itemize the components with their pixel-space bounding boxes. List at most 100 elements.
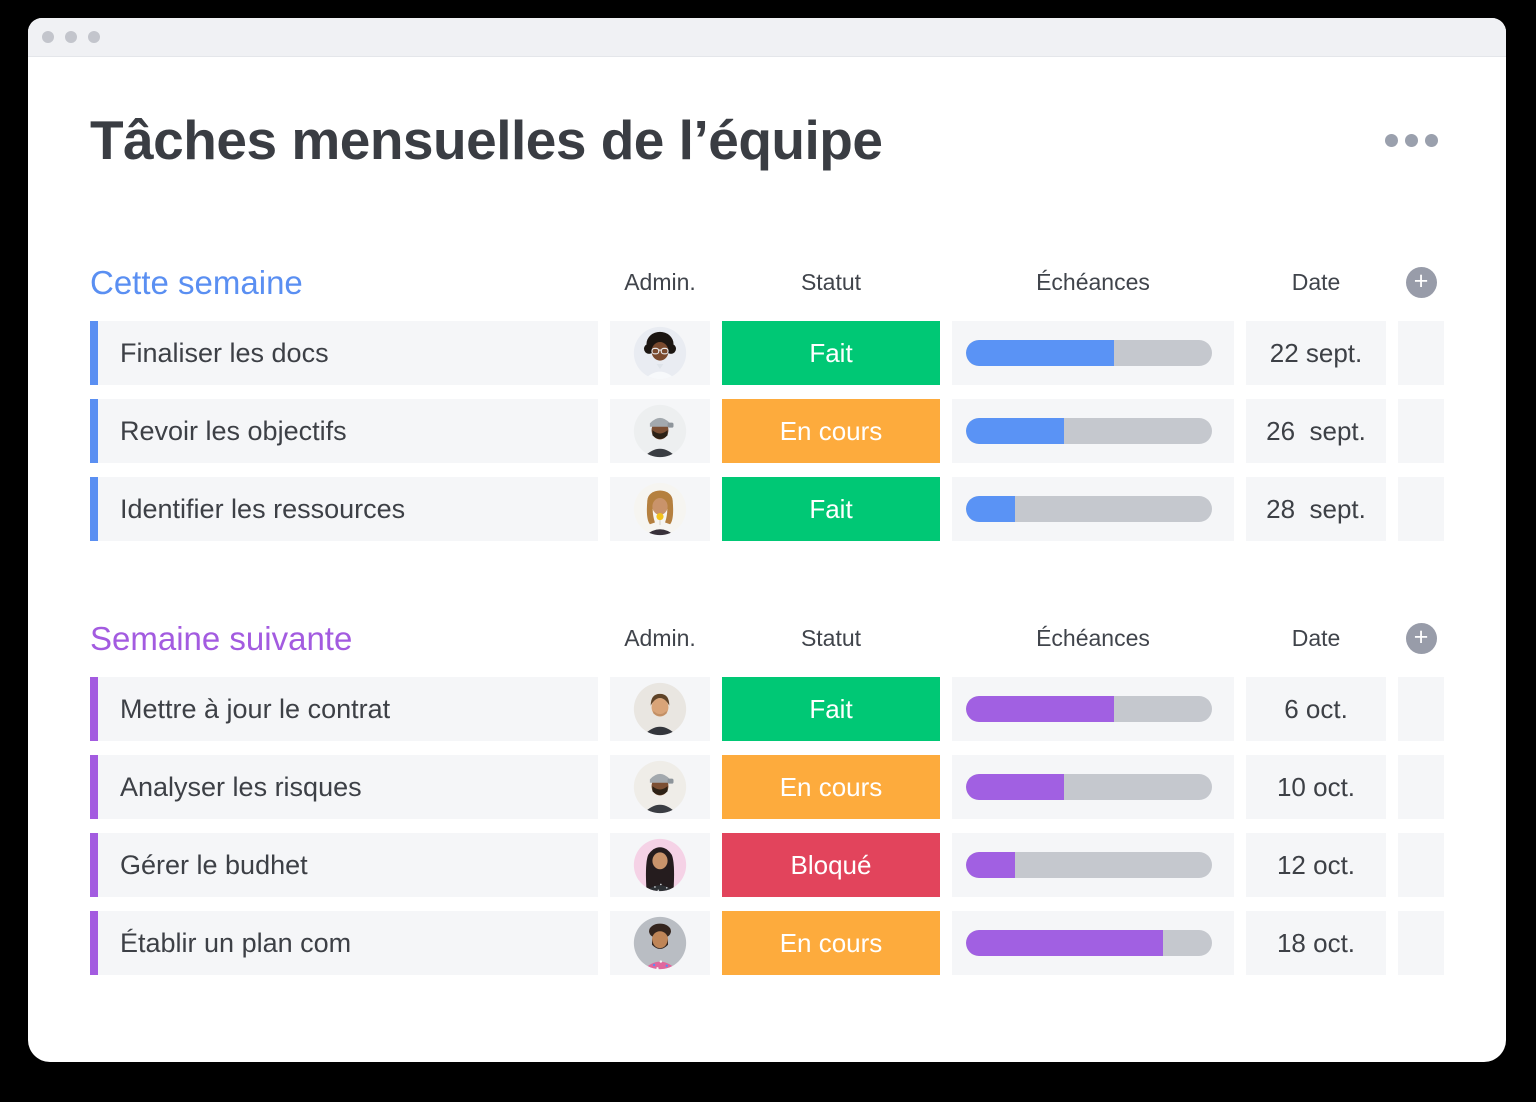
group-accent-bar xyxy=(90,677,98,741)
window-close-button[interactable] xyxy=(42,31,54,43)
due-cell[interactable] xyxy=(952,399,1234,463)
date-cell[interactable]: 12 oct. xyxy=(1246,833,1386,897)
table-row: Analyser les risques En cours 10 oct. xyxy=(90,755,1444,819)
board-header: Tâches mensuelles de l’équipe xyxy=(90,107,1444,173)
progress-fill xyxy=(966,340,1114,366)
add-column-cell xyxy=(1398,399,1444,463)
date-cell[interactable]: 22 sept. xyxy=(1246,321,1386,385)
task-name: Analyser les risques xyxy=(120,771,362,802)
progress-track xyxy=(966,774,1212,800)
group-accent-bar xyxy=(90,477,98,541)
task-cell[interactable]: Mettre à jour le contrat xyxy=(90,677,598,741)
date-cell[interactable]: 26 sept. xyxy=(1246,399,1386,463)
ellipsis-menu-icon[interactable] xyxy=(1379,128,1444,153)
table-row: Revoir les objectifs En cours 26 sept xyxy=(90,399,1444,463)
column-header-admin: Admin. xyxy=(624,268,696,295)
date-value: 28 sept. xyxy=(1266,493,1366,524)
task-name: Gérer le budhet xyxy=(120,849,308,880)
progress-fill xyxy=(966,696,1114,722)
group-next-week: Semaine suivante Admin. Statut Échéances… xyxy=(90,613,1444,975)
add-column-button[interactable]: + xyxy=(1405,266,1437,298)
add-column-cell xyxy=(1398,321,1444,385)
date-cell[interactable]: 10 oct. xyxy=(1246,755,1386,819)
due-cell[interactable] xyxy=(952,833,1234,897)
task-cell[interactable]: Finaliser les docs xyxy=(90,321,598,385)
status-cell[interactable]: En cours xyxy=(722,399,940,463)
task-cell[interactable]: Établir un plan com xyxy=(90,911,598,975)
progress-fill xyxy=(966,418,1065,444)
add-column-cell xyxy=(1398,755,1444,819)
group-accent-bar xyxy=(90,833,98,897)
add-column-cell xyxy=(1398,833,1444,897)
status-cell[interactable]: Fait xyxy=(722,677,940,741)
avatar-man-backwards-cap-beard xyxy=(633,404,687,458)
status-cell[interactable]: En cours xyxy=(722,911,940,975)
task-cell[interactable]: Gérer le budhet xyxy=(90,833,598,897)
status-cell[interactable]: Bloqué xyxy=(722,833,940,897)
progress-track xyxy=(966,852,1212,878)
date-cell[interactable]: 6 oct. xyxy=(1246,677,1386,741)
table-row: Gérer le budhet Bloqué 12 oct. xyxy=(90,833,1444,897)
column-header-admin: Admin. xyxy=(624,624,696,651)
date-value: 6 oct. xyxy=(1284,693,1348,724)
date-value: 22 sept. xyxy=(1269,337,1363,368)
due-cell[interactable] xyxy=(952,677,1234,741)
task-cell[interactable]: Analyser les risques xyxy=(90,755,598,819)
status-cell[interactable]: En cours xyxy=(722,755,940,819)
status-label: Bloqué xyxy=(790,849,872,880)
group-title[interactable]: Cette semaine xyxy=(90,263,303,301)
group-accent-bar xyxy=(90,321,98,385)
group-header: Semaine suivante Admin. Statut Échéances… xyxy=(90,613,1444,663)
task-cell[interactable]: Revoir les objectifs xyxy=(90,399,598,463)
date-value: 26 sept. xyxy=(1266,415,1366,446)
task-cell[interactable]: Identifier les ressources xyxy=(90,477,598,541)
date-value: 12 oct. xyxy=(1276,849,1356,880)
task-name: Établir un plan com xyxy=(120,927,352,958)
add-column-button[interactable]: + xyxy=(1405,622,1437,654)
admin-cell[interactable] xyxy=(610,477,710,541)
avatar-man-curly-hair-floral-shirt xyxy=(633,916,687,970)
date-cell[interactable]: 28 sept. xyxy=(1246,477,1386,541)
column-header-status: Statut xyxy=(800,624,862,651)
page-title: Tâches mensuelles de l’équipe xyxy=(90,109,883,171)
admin-cell[interactable] xyxy=(610,399,710,463)
table-row: Mettre à jour le contrat Fait 6 oct. xyxy=(90,677,1444,741)
status-label: Fait xyxy=(809,493,853,524)
progress-fill xyxy=(966,930,1163,956)
status-cell[interactable]: Fait xyxy=(722,321,940,385)
progress-fill xyxy=(966,496,1016,522)
due-cell[interactable] xyxy=(952,755,1234,819)
progress-fill xyxy=(966,774,1065,800)
window-minimize-button[interactable] xyxy=(65,31,77,43)
progress-track xyxy=(966,930,1212,956)
window-titlebar xyxy=(28,18,1506,57)
date-cell[interactable]: 18 oct. xyxy=(1246,911,1386,975)
group-title[interactable]: Semaine suivante xyxy=(90,619,353,657)
board-content: Tâches mensuelles de l’équipe Cette sema… xyxy=(28,107,1506,975)
admin-cell[interactable] xyxy=(610,677,710,741)
table-row: Finaliser les docs Fait 22 sept. xyxy=(90,321,1444,385)
task-name: Revoir les objectifs xyxy=(120,415,347,446)
group-this-week: Cette semaine Admin. Statut Échéances Da… xyxy=(90,257,1444,541)
window-maximize-button[interactable] xyxy=(88,31,100,43)
admin-cell[interactable] xyxy=(610,755,710,819)
status-cell[interactable]: Fait xyxy=(722,477,940,541)
due-cell[interactable] xyxy=(952,911,1234,975)
table-row: Établir un plan com En cours 18 oct. xyxy=(90,911,1444,975)
group-header: Cette semaine Admin. Statut Échéances Da… xyxy=(90,257,1444,307)
table-row: Identifier les ressources Fait 28 sep xyxy=(90,477,1444,541)
admin-cell[interactable] xyxy=(610,911,710,975)
due-cell[interactable] xyxy=(952,477,1234,541)
due-cell[interactable] xyxy=(952,321,1234,385)
status-label: En cours xyxy=(779,415,883,446)
column-header-date: Date xyxy=(1291,268,1341,295)
status-label: En cours xyxy=(779,927,883,958)
column-header-due: Échéances xyxy=(1036,268,1150,295)
column-header-date: Date xyxy=(1291,624,1341,651)
admin-cell[interactable] xyxy=(610,833,710,897)
task-name: Finaliser les docs xyxy=(120,337,329,368)
progress-track xyxy=(966,696,1212,722)
task-name: Identifier les ressources xyxy=(120,493,406,524)
add-column-cell xyxy=(1398,911,1444,975)
admin-cell[interactable] xyxy=(610,321,710,385)
